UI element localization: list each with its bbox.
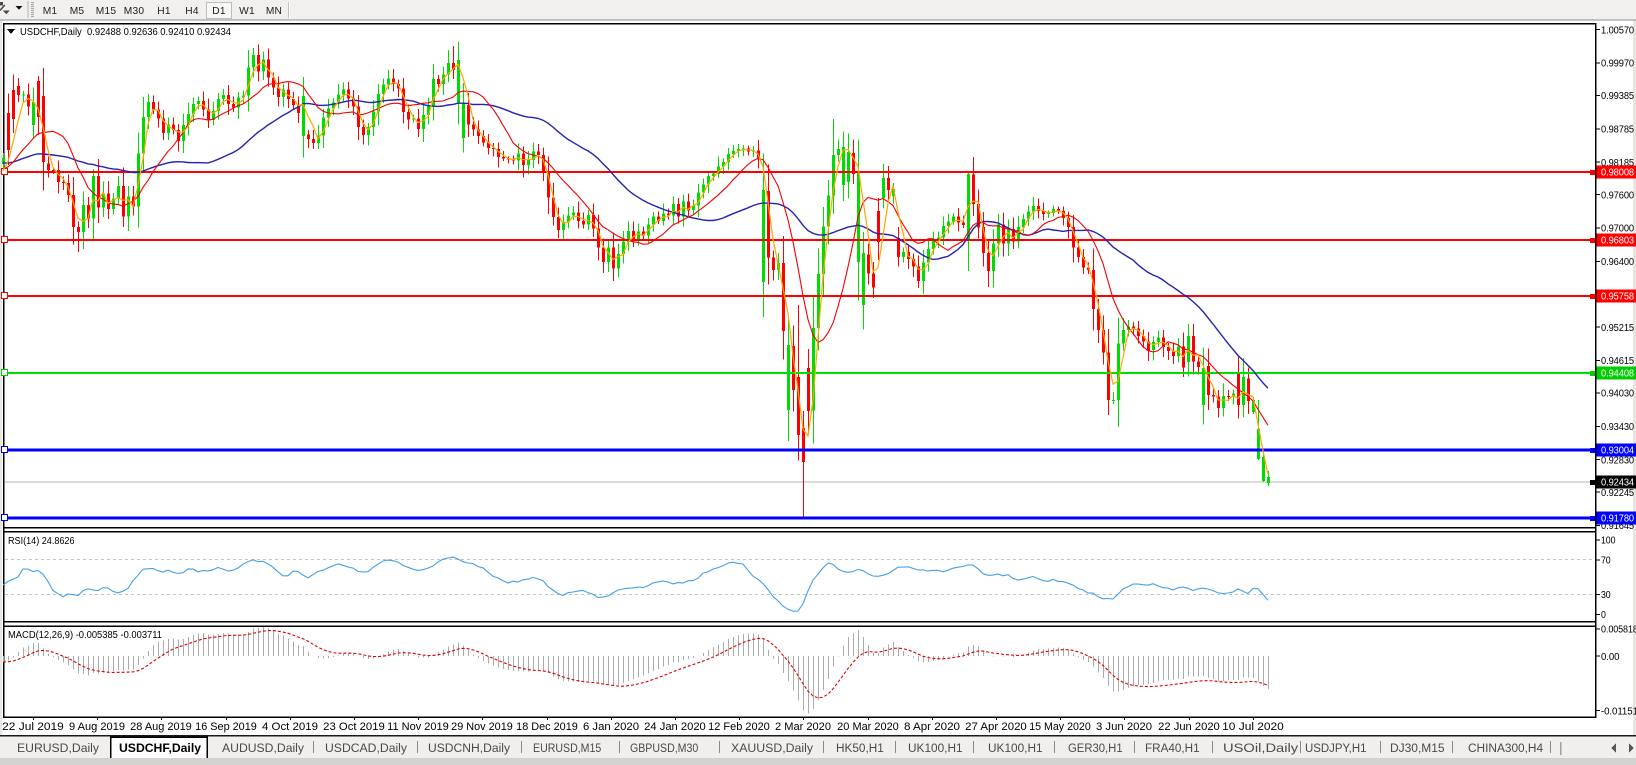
svg-text:M5: M5 <box>70 6 85 17</box>
svg-text:0.96400: 0.96400 <box>1601 257 1634 268</box>
svg-text:20 Mar 2020: 20 Mar 2020 <box>837 721 899 733</box>
svg-text:EURUSD,Daily: EURUSD,Daily <box>17 741 100 755</box>
svg-text:6 Jan 2020: 6 Jan 2020 <box>583 721 639 733</box>
svg-text:0.98185: 0.98185 <box>1601 158 1634 169</box>
svg-text:0.94408: 0.94408 <box>1601 369 1634 380</box>
svg-text:EURUSD,M15: EURUSD,M15 <box>533 741 601 755</box>
svg-text:0.95758: 0.95758 <box>1601 292 1634 303</box>
svg-text:3 Jun 2020: 3 Jun 2020 <box>1096 721 1152 733</box>
svg-text:W1: W1 <box>239 6 255 17</box>
svg-text:18 Dec 2019: 18 Dec 2019 <box>516 721 578 733</box>
svg-text:29 Nov 2019: 29 Nov 2019 <box>451 721 513 733</box>
svg-text:H1: H1 <box>157 6 171 17</box>
svg-text:FRA40,H1: FRA40,H1 <box>1145 741 1200 755</box>
svg-text:16 Sep 2019: 16 Sep 2019 <box>195 721 257 733</box>
svg-text:-0.01151: -0.01151 <box>1601 706 1636 717</box>
svg-text:100: 100 <box>1601 536 1616 547</box>
svg-text:CHINA300,H4: CHINA300,H4 <box>1468 741 1543 755</box>
svg-text:USOil,Daily: USOil,Daily <box>1223 741 1299 755</box>
svg-text:USDCHF,Daily 0.92488 0.92636: USDCHF,Daily 0.92488 0.92636 0.92410 0.9… <box>20 27 231 38</box>
svg-text:23 Oct 2019: 23 Oct 2019 <box>323 721 385 733</box>
svg-text:0.98785: 0.98785 <box>1601 125 1634 136</box>
svg-text:11 Nov 2019: 11 Nov 2019 <box>387 721 449 733</box>
svg-text:M1: M1 <box>43 6 58 17</box>
svg-text:UK100,H1: UK100,H1 <box>988 741 1043 755</box>
svg-text:24 Jan 2020: 24 Jan 2020 <box>644 721 706 733</box>
svg-text:0.91780: 0.91780 <box>1601 514 1634 525</box>
svg-text:0.93430: 0.93430 <box>1601 422 1634 433</box>
svg-text:0.97000: 0.97000 <box>1601 224 1634 235</box>
svg-text:9 Aug 2019: 9 Aug 2019 <box>69 721 125 733</box>
svg-text:0.005818: 0.005818 <box>1601 625 1636 636</box>
svg-text:USDCHF,Daily: USDCHF,Daily <box>119 741 201 755</box>
svg-text:70: 70 <box>1601 556 1611 567</box>
svg-text:22 Jun 2020: 22 Jun 2020 <box>1158 721 1220 733</box>
svg-text:MACD(12,26,9) -0.005385 -0.003: MACD(12,26,9) -0.005385 -0.003711 <box>8 630 162 641</box>
svg-text:H4: H4 <box>185 6 199 17</box>
svg-text:0.94615: 0.94615 <box>1601 356 1634 367</box>
svg-text:XAUUSD,Daily: XAUUSD,Daily <box>731 741 814 755</box>
svg-text:2 Mar 2020: 2 Mar 2020 <box>775 721 831 733</box>
svg-text:0.99385: 0.99385 <box>1601 91 1634 102</box>
svg-text:0.95215: 0.95215 <box>1601 323 1634 334</box>
svg-text:USDJPY,H1: USDJPY,H1 <box>1305 741 1367 755</box>
svg-text:0.97600: 0.97600 <box>1601 190 1634 201</box>
svg-text:0.92830: 0.92830 <box>1601 455 1634 466</box>
svg-text:HK50,H1: HK50,H1 <box>836 741 884 755</box>
svg-text:27 Apr 2020: 27 Apr 2020 <box>965 721 1027 733</box>
svg-text:M15: M15 <box>96 6 117 17</box>
svg-text:0.92245: 0.92245 <box>1601 488 1634 499</box>
svg-text:RSI(14) 24.8626: RSI(14) 24.8626 <box>8 536 75 547</box>
svg-text:0.93004: 0.93004 <box>1601 446 1634 457</box>
svg-text:0.91645: 0.91645 <box>1601 521 1634 532</box>
svg-text:GBPUSD,M30: GBPUSD,M30 <box>630 741 698 755</box>
svg-text:22 Jul 2019: 22 Jul 2019 <box>2 721 64 733</box>
svg-text:0.99970: 0.99970 <box>1601 59 1634 70</box>
svg-text:0.94030: 0.94030 <box>1601 389 1634 400</box>
svg-text:D1: D1 <box>212 6 226 17</box>
svg-text:0.96803: 0.96803 <box>1601 236 1634 247</box>
svg-text:0.92434: 0.92434 <box>1601 478 1634 489</box>
svg-text:GER30,H1: GER30,H1 <box>1068 741 1123 755</box>
svg-text:1.00570: 1.00570 <box>1601 25 1634 36</box>
svg-text:30: 30 <box>1601 590 1611 601</box>
svg-text:0.00: 0.00 <box>1601 652 1620 663</box>
svg-text:0: 0 <box>1601 610 1606 621</box>
svg-text:USDCNH,Daily: USDCNH,Daily <box>428 741 511 755</box>
svg-text:MN: MN <box>266 6 282 17</box>
svg-text:UK100,H1: UK100,H1 <box>908 741 963 755</box>
svg-text:M30: M30 <box>124 6 145 17</box>
svg-text:15 May 2020: 15 May 2020 <box>1029 721 1091 733</box>
svg-text:10 Jul 2020: 10 Jul 2020 <box>1222 721 1284 733</box>
svg-text:AUDUSD,Daily: AUDUSD,Daily <box>222 741 305 755</box>
svg-text:USDCAD,Daily: USDCAD,Daily <box>325 741 408 755</box>
svg-text:28 Aug 2019: 28 Aug 2019 <box>130 721 192 733</box>
svg-text:4 Oct 2019: 4 Oct 2019 <box>262 721 318 733</box>
svg-text:0.98008: 0.98008 <box>1601 168 1634 179</box>
svg-text:DJ30,M15: DJ30,M15 <box>1390 741 1445 755</box>
svg-text:8 Apr 2020: 8 Apr 2020 <box>904 721 960 733</box>
svg-text:12 Feb 2020: 12 Feb 2020 <box>708 721 770 733</box>
